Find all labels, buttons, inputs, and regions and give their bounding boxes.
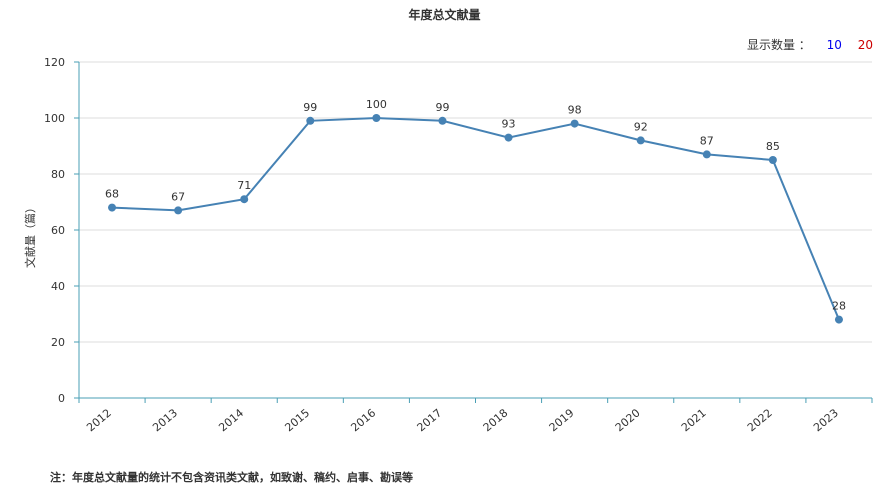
y-tick-label: 40 [51, 280, 65, 293]
y-tick-label: 80 [51, 168, 65, 181]
data-label: 98 [568, 104, 582, 117]
x-tick-label: 2018 [481, 406, 511, 434]
data-point [372, 114, 381, 122]
x-tick-label: 2017 [415, 406, 445, 434]
data-point [240, 195, 249, 204]
data-label: 68 [105, 188, 119, 201]
footnote: 注：年度总文献量的统计不包含资讯类文献，如致谢、稿约、启事、勘误等 [50, 471, 413, 484]
data-point [504, 133, 513, 142]
data-label: 93 [502, 118, 516, 131]
data-point [108, 203, 117, 212]
data-point [768, 156, 777, 164]
x-tick-label: 2020 [613, 406, 643, 434]
data-point [174, 206, 183, 215]
y-tick-label: 0 [58, 392, 65, 405]
data-label: 99 [435, 101, 449, 114]
data-point [636, 136, 645, 145]
x-tick-label: 2015 [282, 406, 312, 434]
data-point [702, 150, 711, 159]
x-tick-label: 2019 [547, 406, 577, 434]
series-line [111, 116, 840, 320]
y-tick-label: 20 [51, 336, 65, 349]
x-tick-label: 2014 [216, 406, 246, 434]
x-tick-label: 2021 [679, 406, 709, 434]
data-point [306, 116, 315, 125]
data-label: 67 [171, 190, 185, 203]
x-tick-label: 2013 [150, 406, 180, 434]
data-point [438, 116, 447, 125]
y-tick-label: 60 [51, 224, 65, 237]
display-count-option-20[interactable]: 20 [857, 38, 873, 52]
display-count-label: 显示数量 ： [746, 38, 811, 52]
data-label: 85 [766, 140, 780, 153]
data-label: 92 [634, 120, 648, 133]
data-label: 99 [303, 101, 317, 114]
x-tick-label: 2023 [811, 406, 841, 434]
x-tick-label: 2016 [348, 406, 378, 434]
data-point [834, 315, 843, 324]
chart-title: 年度总文献量 [408, 8, 481, 22]
data-label: 87 [700, 134, 714, 147]
display-count-option-10[interactable]: 10 [826, 38, 842, 52]
data-label: 71 [237, 179, 251, 192]
y-axis-title: 文献量（篇） [23, 202, 37, 268]
data-label: 100 [366, 98, 387, 111]
x-tick-label: 2022 [745, 406, 775, 434]
x-tick-label: 2012 [84, 406, 114, 434]
display-count-selector: 显示数量 ： 10 20 [747, 36, 873, 53]
data-label: 28 [832, 300, 846, 313]
y-tick-label: 100 [44, 112, 65, 125]
y-tick-label: 120 [44, 56, 65, 69]
data-point [570, 119, 579, 128]
